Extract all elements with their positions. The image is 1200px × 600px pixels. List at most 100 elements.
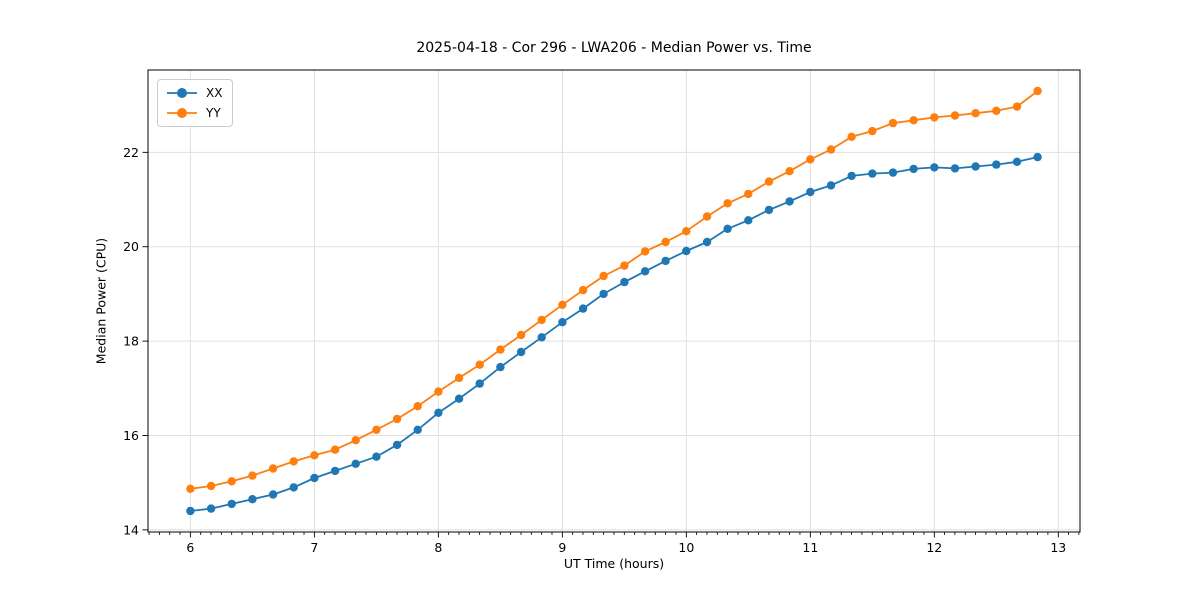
data-point-yy	[1012, 102, 1022, 111]
data-point-yy	[268, 464, 278, 473]
data-point-yy	[289, 457, 298, 466]
legend-line-marker-icon	[167, 108, 197, 118]
data-point-yy	[909, 116, 918, 125]
x-tick-label: 10	[678, 540, 694, 555]
data-point-xx	[992, 160, 1001, 169]
y-tick-label: 14	[123, 522, 139, 537]
data-point-xx	[351, 459, 360, 468]
data-point-yy	[578, 285, 588, 295]
data-point-yy	[826, 145, 836, 154]
data-point-xx	[599, 289, 608, 299]
y-tick-label: 16	[123, 428, 139, 443]
data-point-yy	[640, 247, 650, 256]
data-point-xx	[206, 504, 216, 513]
x-axis-label: UT Time (hours)	[563, 556, 665, 571]
y-tick-label: 18	[123, 334, 139, 349]
legend-item-xx: XX	[166, 85, 222, 101]
x-tick-label: 6	[186, 540, 194, 555]
data-point-yy	[971, 109, 980, 118]
data-point-yy	[764, 177, 774, 186]
data-point-yy	[1033, 86, 1042, 96]
data-point-yy	[310, 451, 319, 460]
data-point-xx	[330, 466, 340, 476]
data-point-xx	[413, 425, 422, 434]
data-point-yy	[186, 484, 195, 493]
data-point-yy	[702, 212, 712, 221]
plot-border	[147, 69, 1081, 533]
data-point-xx	[516, 347, 526, 357]
data-point-xx	[1033, 152, 1042, 162]
data-point-yy	[620, 261, 629, 270]
data-point-xx	[930, 163, 939, 172]
data-point-yy	[372, 425, 381, 434]
data-point-xx	[578, 304, 588, 313]
data-point-xx	[888, 168, 898, 177]
y-tick-label: 22	[123, 145, 139, 160]
data-point-xx	[537, 333, 546, 342]
data-point-yy	[537, 315, 546, 325]
legend: XX YY	[157, 79, 234, 127]
data-point-xx	[434, 408, 443, 417]
data-point-xx	[558, 318, 567, 327]
data-point-yy	[785, 167, 794, 176]
data-point-yy	[392, 414, 402, 424]
data-point-xx	[744, 216, 753, 225]
data-point-yy	[227, 477, 236, 486]
x-tick-label: 8	[434, 540, 442, 555]
x-tick-label: 11	[802, 540, 818, 555]
data-point-yy	[806, 155, 815, 164]
data-point-xx	[268, 490, 278, 499]
data-point-yy	[248, 471, 257, 480]
legend-item-yy: YY	[166, 105, 222, 121]
data-point-xx	[186, 506, 195, 516]
data-point-yy	[351, 436, 360, 445]
data-point-yy	[475, 360, 484, 369]
data-point-yy	[413, 402, 422, 411]
x-tick-label: 9	[558, 540, 566, 555]
data-point-yy	[454, 373, 464, 383]
data-point-xx	[248, 495, 257, 504]
data-point-yy	[599, 271, 608, 281]
series-line-yy	[190, 90, 1039, 490]
data-point-xx	[392, 440, 402, 450]
data-point-xx	[640, 267, 650, 276]
y-tick-label: 20	[123, 239, 139, 254]
data-point-xx	[909, 164, 918, 174]
data-point-yy	[206, 481, 216, 491]
data-point-xx	[682, 246, 691, 256]
data-point-yy	[330, 445, 340, 454]
chart-title: 2025-04-18 - Cor 296 - LWA206 - Median P…	[416, 40, 812, 56]
data-point-xx	[227, 499, 236, 509]
data-point-xx	[289, 483, 298, 492]
data-point-yy	[723, 199, 732, 208]
data-point-yy	[558, 300, 567, 309]
data-point-xx	[702, 237, 712, 247]
data-point-xx	[826, 181, 836, 190]
data-point-xx	[475, 379, 484, 388]
data-point-yy	[992, 106, 1001, 116]
legend-label-yy: YY	[206, 106, 221, 120]
data-point-xx	[661, 256, 670, 266]
data-point-xx	[785, 197, 794, 206]
data-point-yy	[847, 132, 856, 141]
data-point-yy	[496, 345, 505, 354]
data-point-xx	[764, 205, 774, 215]
data-point-yy	[661, 237, 670, 247]
data-point-xx	[454, 394, 464, 403]
legend-label-xx: XX	[206, 86, 223, 100]
data-point-yy	[682, 227, 691, 236]
data-point-yy	[930, 113, 939, 122]
data-point-xx	[950, 164, 960, 173]
data-point-xx	[496, 362, 505, 372]
data-point-xx	[620, 277, 629, 287]
x-tick-label: 12	[926, 540, 942, 555]
data-point-xx	[723, 224, 732, 233]
data-point-xx	[310, 473, 319, 483]
data-point-yy	[744, 189, 753, 199]
data-point-xx	[971, 162, 980, 171]
legend-line-marker-icon	[167, 88, 197, 98]
y-axis-label: Median Power (CPU)	[93, 237, 109, 365]
data-point-yy	[434, 387, 443, 396]
